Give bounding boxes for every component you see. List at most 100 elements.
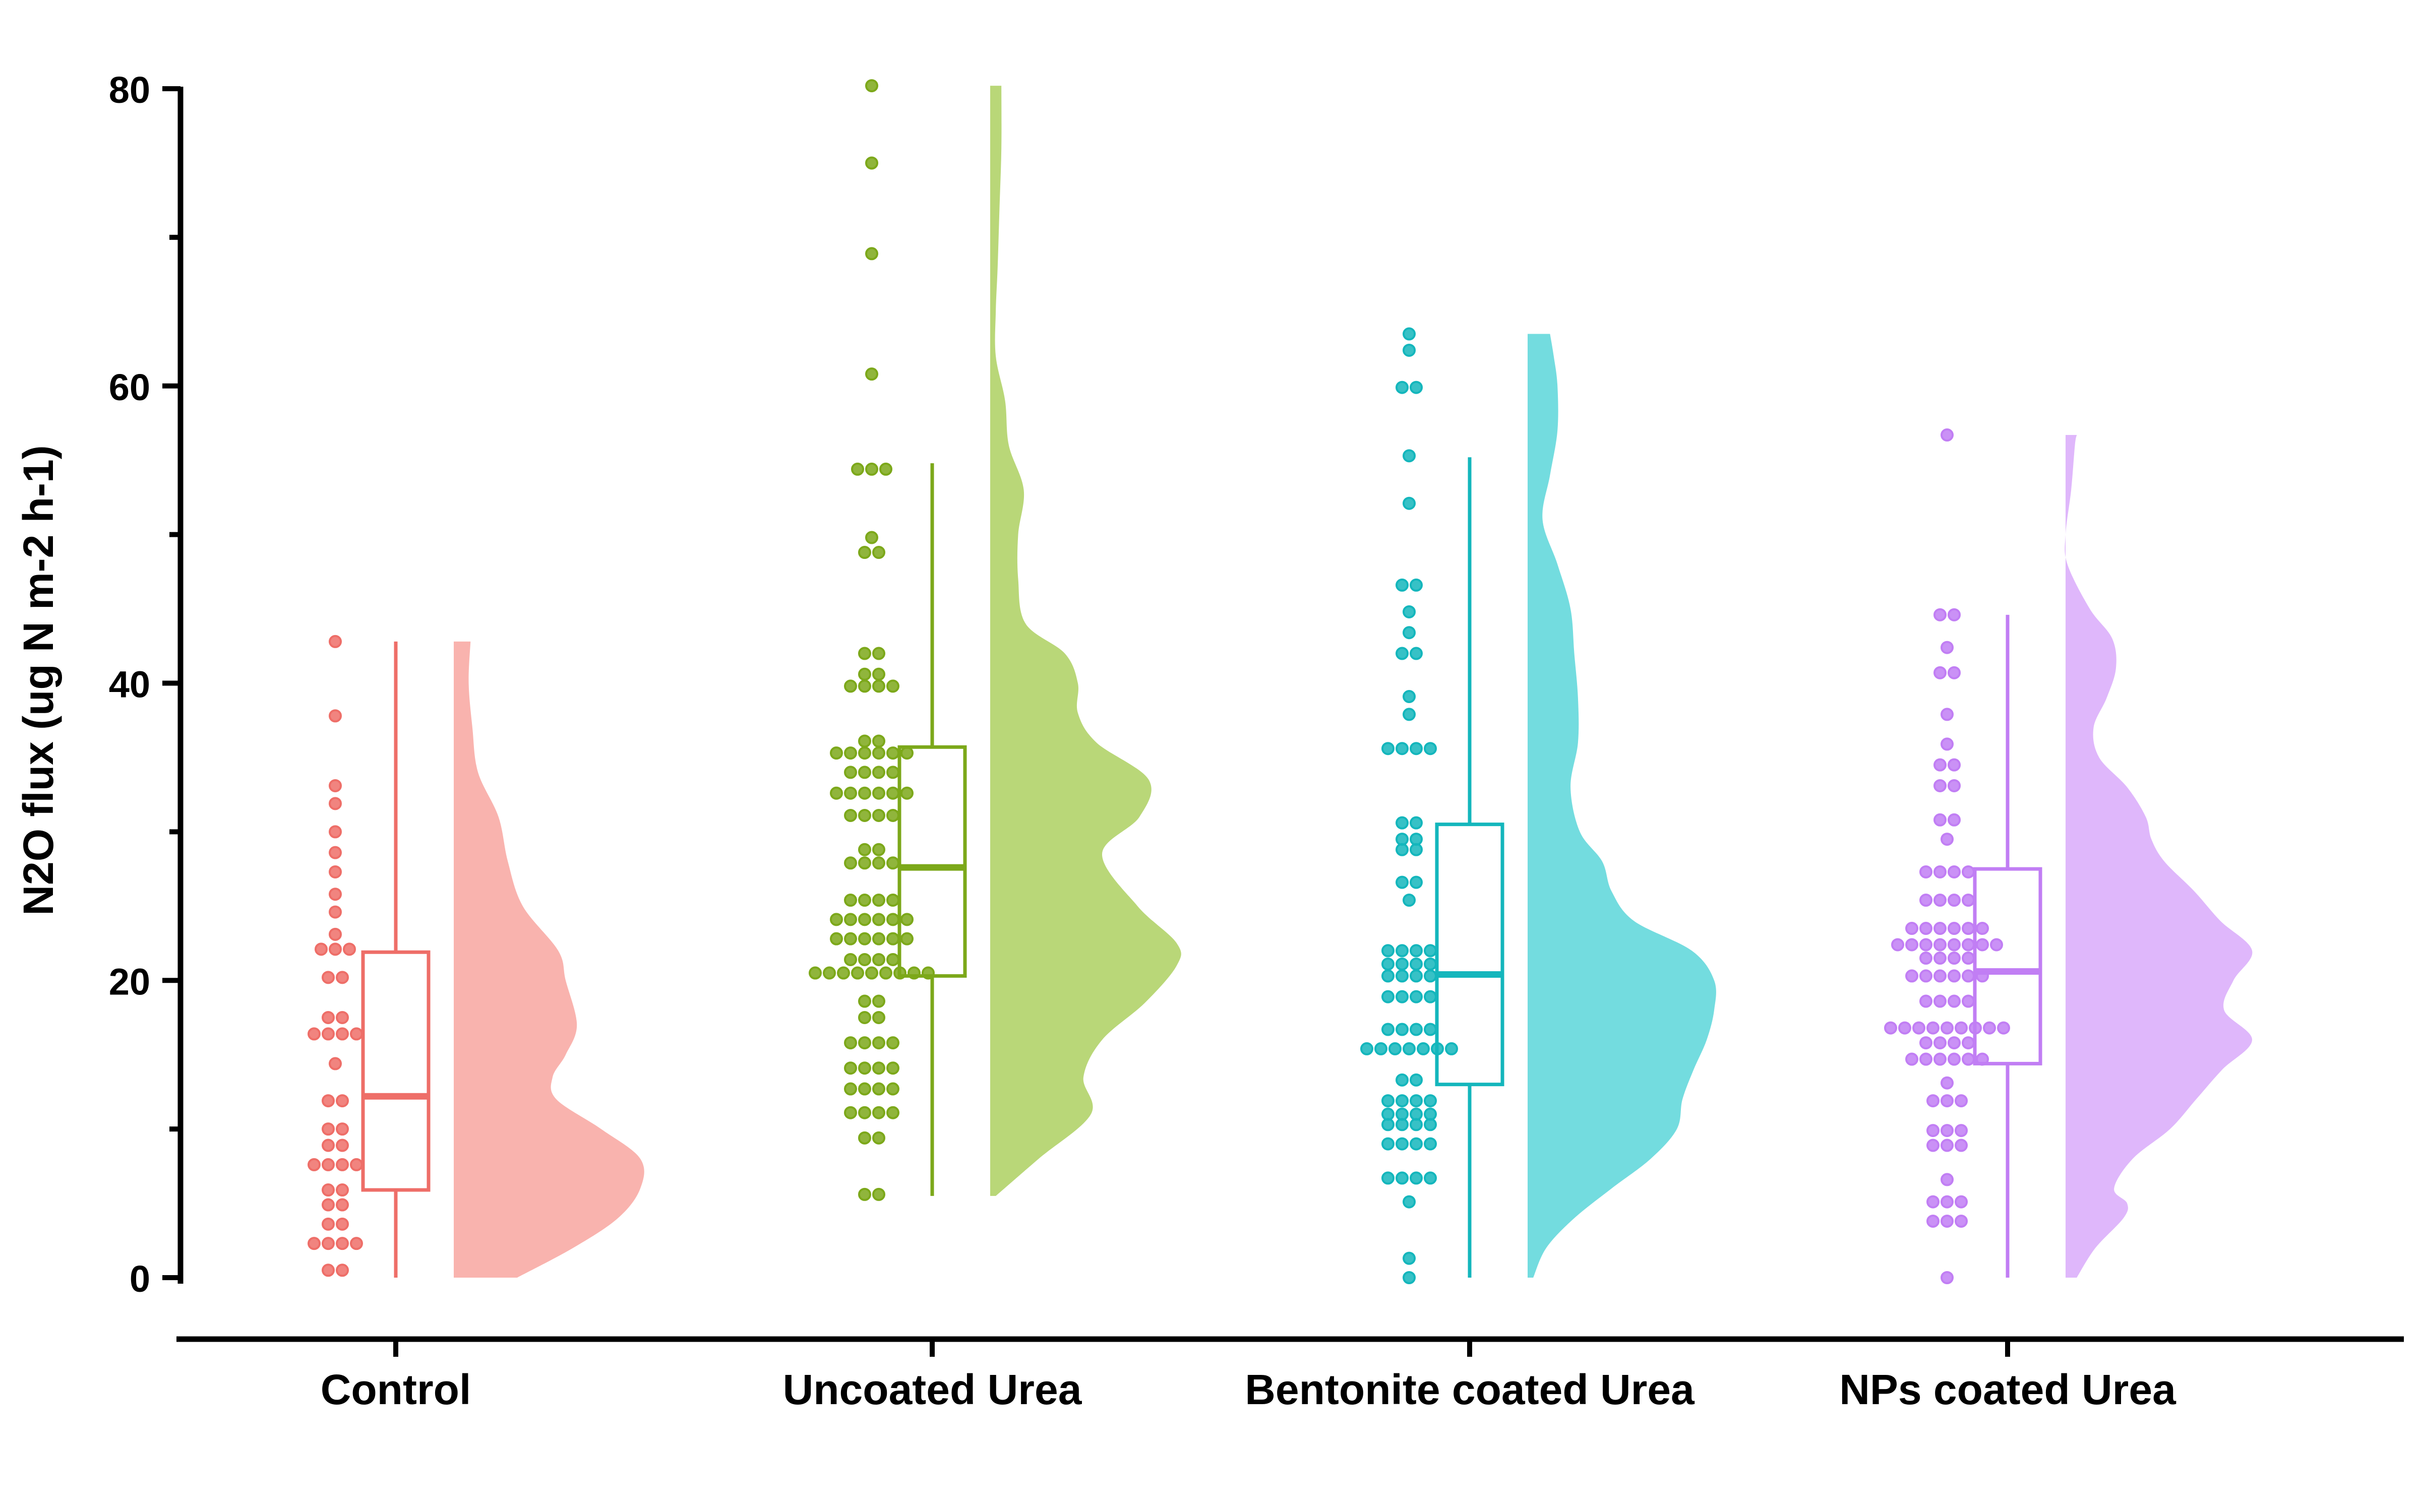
data-point-uncoated-urea <box>844 1061 857 1075</box>
data-point-uncoated-urea <box>900 913 914 926</box>
data-point-uncoated-urea <box>844 1036 857 1050</box>
data-point-uncoated-urea <box>858 1106 871 1119</box>
data-point-bentonite-coated-urea <box>1381 1023 1395 1036</box>
data-point-bentonite-coated-urea <box>1403 343 1416 357</box>
data-point-uncoated-urea <box>872 786 885 800</box>
data-point-bentonite-coated-urea <box>1381 1107 1395 1121</box>
data-point-bentonite-coated-urea <box>1410 969 1423 983</box>
data-point-uncoated-urea <box>844 766 857 779</box>
data-point-nps-coated-urea <box>1891 938 1904 952</box>
data-point-uncoated-urea <box>872 1082 885 1096</box>
data-point-uncoated-urea <box>872 1187 885 1201</box>
data-point-bentonite-coated-urea <box>1381 1171 1395 1185</box>
data-point-bentonite-coated-urea <box>1424 1094 1437 1108</box>
data-point-bentonite-coated-urea <box>1424 1137 1437 1151</box>
data-point-uncoated-urea <box>872 953 885 966</box>
data-point-control <box>322 1183 335 1197</box>
data-point-nps-coated-urea <box>1941 1139 1954 1152</box>
data-point-nps-coated-urea <box>1976 922 1989 935</box>
data-point-uncoated-urea <box>900 932 914 946</box>
data-point-uncoated-urea <box>858 932 871 946</box>
data-point-uncoated-urea <box>844 913 857 926</box>
data-point-uncoated-urea <box>872 894 885 907</box>
data-point-uncoated-urea <box>844 786 857 800</box>
data-point-uncoated-urea <box>879 966 892 980</box>
data-point-control <box>322 1264 335 1277</box>
data-point-uncoated-urea <box>872 932 885 946</box>
data-point-control <box>329 797 342 810</box>
data-point-nps-coated-urea <box>1905 938 1918 952</box>
data-point-nps-coated-urea <box>1926 1021 1940 1035</box>
data-point-control <box>329 825 342 839</box>
data-point-control <box>336 1094 349 1108</box>
data-point-uncoated-urea <box>893 966 906 980</box>
data-point-control <box>336 1217 349 1231</box>
data-point-nps-coated-urea <box>1948 938 1961 952</box>
data-point-nps-coated-urea <box>1933 608 1947 621</box>
data-point-uncoated-urea <box>858 647 871 660</box>
data-point-bentonite-coated-urea <box>1396 1023 1409 1036</box>
data-point-bentonite-coated-urea <box>1410 944 1423 958</box>
data-point-bentonite-coated-urea <box>1424 1023 1437 1036</box>
data-point-uncoated-urea <box>908 966 921 980</box>
data-point-nps-coated-urea <box>1948 952 1961 965</box>
data-point-bentonite-coated-urea <box>1424 957 1437 971</box>
data-point-nps-coated-urea <box>1919 938 1932 952</box>
data-point-bentonite-coated-urea <box>1403 449 1416 463</box>
data-point-bentonite-coated-urea <box>1410 578 1423 592</box>
data-point-nps-coated-urea <box>1955 1214 1968 1228</box>
data-point-bentonite-coated-urea <box>1403 626 1416 640</box>
data-point-bentonite-coated-urea <box>1381 957 1395 971</box>
data-point-uncoated-urea <box>872 913 885 926</box>
data-point-bentonite-coated-urea <box>1396 833 1409 846</box>
data-point-uncoated-urea <box>886 1061 899 1075</box>
data-point-nps-coated-urea <box>1933 952 1947 965</box>
data-point-nps-coated-urea <box>1919 952 1932 965</box>
data-point-uncoated-urea <box>872 647 885 660</box>
data-point-uncoated-urea <box>872 746 885 760</box>
data-point-uncoated-urea <box>858 1036 871 1050</box>
data-point-bentonite-coated-urea <box>1424 1107 1437 1121</box>
data-point-uncoated-urea <box>872 766 885 779</box>
data-point-nps-coated-urea <box>1962 865 1975 878</box>
box-control <box>361 950 431 1192</box>
data-point-control <box>308 1158 321 1171</box>
data-point-control <box>329 1057 342 1070</box>
data-point-bentonite-coated-urea <box>1381 742 1395 755</box>
data-point-nps-coated-urea <box>1941 1094 1954 1108</box>
data-point-bentonite-coated-urea <box>1396 816 1409 830</box>
data-point-nps-coated-urea <box>1919 1052 1932 1066</box>
data-point-control <box>336 1011 349 1024</box>
data-point-uncoated-urea <box>844 932 857 946</box>
data-point-bentonite-coated-urea <box>1396 742 1409 755</box>
data-point-bentonite-coated-urea <box>1381 990 1395 1003</box>
data-point-nps-coated-urea <box>1955 1021 1968 1035</box>
data-point-bentonite-coated-urea <box>1403 708 1416 721</box>
data-point-bentonite-coated-urea <box>1396 1107 1409 1121</box>
data-point-nps-coated-urea <box>1933 1052 1947 1066</box>
data-point-bentonite-coated-urea <box>1403 690 1416 704</box>
data-point-nps-coated-urea <box>1948 894 1961 907</box>
data-point-uncoated-urea <box>858 1187 871 1201</box>
data-point-uncoated-urea <box>858 994 871 1008</box>
data-point-uncoated-urea <box>823 966 836 980</box>
data-point-nps-coated-urea <box>1948 865 1961 878</box>
data-point-nps-coated-urea <box>1948 969 1961 983</box>
data-point-bentonite-coated-urea <box>1410 990 1423 1003</box>
violin-uncoated-urea <box>990 86 1181 1196</box>
data-point-uncoated-urea <box>858 953 871 966</box>
data-point-bentonite-coated-urea <box>1403 605 1416 618</box>
data-point-bentonite-coated-urea <box>1396 1137 1409 1151</box>
data-point-nps-coated-urea <box>1926 1214 1940 1228</box>
y-tick-layer: 0 20 40 60 80 <box>109 69 180 1300</box>
data-point-control <box>322 1198 335 1212</box>
data-point-bentonite-coated-urea <box>1403 1042 1416 1055</box>
data-point-bentonite-coated-urea <box>1381 969 1395 983</box>
data-point-bentonite-coated-urea <box>1396 944 1409 958</box>
data-point-bentonite-coated-urea <box>1417 1042 1430 1055</box>
data-point-control <box>308 1237 321 1250</box>
data-point-control <box>329 865 342 878</box>
data-point-uncoated-urea <box>872 734 885 748</box>
data-point-nps-coated-urea <box>1962 922 1975 935</box>
data-point-bentonite-coated-urea <box>1396 957 1409 971</box>
